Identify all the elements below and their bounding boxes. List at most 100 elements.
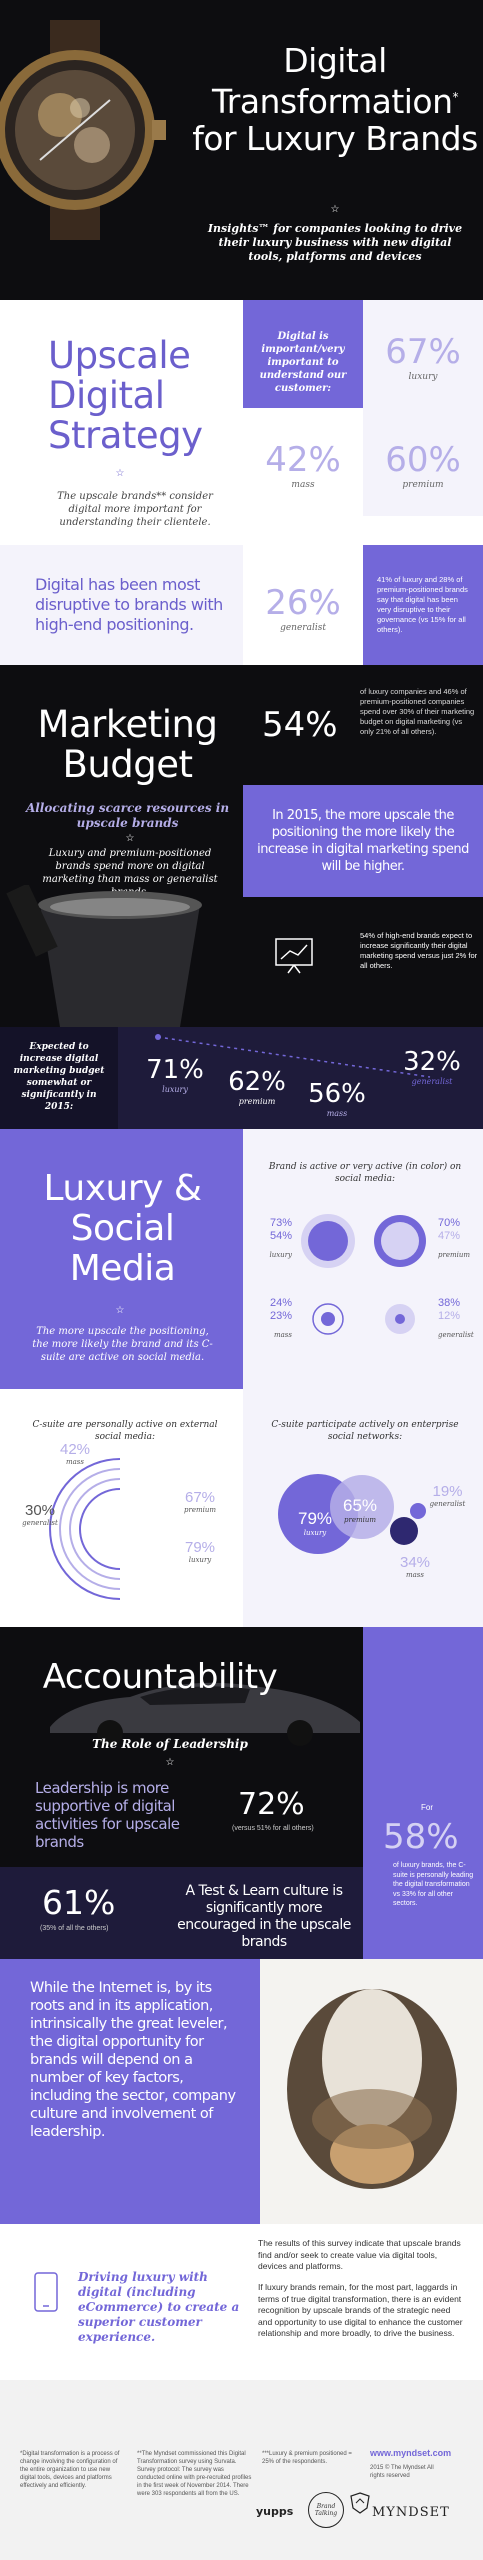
cs-gen-label: generalist	[22, 1519, 58, 1527]
hero-subtitle: Insights™ for companies looking to drive…	[207, 222, 463, 263]
hero-title: Digital Transformation	[211, 41, 453, 121]
support-text: Leadership is more supportive of digital…	[35, 1779, 180, 1851]
accountability-section: Accountability The Role of Leadership ☆ …	[0, 1627, 483, 1959]
mass-pct: 42%	[265, 440, 341, 480]
mass-bubbles	[312, 1303, 344, 1335]
enterprise-label: C-suite participate actively on enterpri…	[271, 1420, 459, 1442]
csuite-label: C-suite are personally active on externa…	[32, 1420, 218, 1442]
pct58: 58%	[383, 1817, 459, 1857]
upscale-heading: Upscale Digital Strategy	[48, 334, 203, 457]
closing-section: While the Internet is, by its roots and …	[0, 1959, 483, 2224]
exp-generalist-label: generalist	[411, 1077, 453, 1086]
expect-label: Expected to increase digital marketing b…	[13, 1042, 105, 1112]
star-icon: ☆	[125, 833, 135, 844]
brand-talking-logo: Brand Talking	[308, 2492, 344, 2528]
exp-mass-pct: 56%	[308, 1079, 366, 1109]
csuite-section: C-suite are personally active on externa…	[0, 1389, 483, 1627]
soc-lux-b: 54%	[269, 1230, 292, 1242]
social-heading: Luxury & Social Media	[43, 1168, 202, 1289]
luxury-label: luxury	[408, 372, 438, 382]
disruptive-text: Digital has been most disruptive to bran…	[35, 575, 223, 634]
for-label: For	[421, 1803, 433, 1812]
hero-title-2: for Luxury Brands	[192, 119, 478, 158]
star-icon: ☆	[330, 204, 340, 215]
cs-lux-label: luxury	[188, 1556, 212, 1564]
soc-mass-a: 24%	[269, 1297, 292, 1309]
marketing-heading: Marketing Budget	[37, 703, 218, 786]
pct58-box: For 58% of luxury brands, the C-suite is…	[363, 1627, 483, 1959]
cs-gen-pct: 30%	[24, 1502, 56, 1519]
growth-note: 54% of high-end brands expect to increas…	[360, 931, 478, 970]
star-icon: ☆	[115, 468, 125, 479]
soc-gen-c: 38%	[438, 1297, 461, 1309]
expect-trend-line	[155, 1034, 431, 1078]
soc-prem-d: 47%	[438, 1230, 461, 1242]
watch-image	[0, 20, 170, 240]
en-lux-label: luxury	[303, 1529, 327, 1537]
statement-box: In 2015, the more upscale the positionin…	[243, 785, 483, 897]
results-text-2: If luxury brands remain, for the most pa…	[258, 2282, 463, 2338]
social-note: The more upscale the positioning, the mo…	[32, 1326, 213, 1363]
testlearn-text: A Test & Learn culture is significantly …	[177, 1883, 351, 1950]
premium-pct: 60%	[385, 440, 461, 480]
footnote-2: **The Myndset commissioned this Digital …	[137, 2451, 252, 2497]
footnote-1: *Digital transformation is a process of …	[20, 2451, 120, 2489]
closing-text: While the Internet is, by its roots and …	[30, 1980, 236, 2140]
champagne-bucket-image	[0, 883, 240, 1027]
en-gen-pct: 19%	[432, 1483, 463, 1500]
statement-text: In 2015, the more upscale the positionin…	[257, 808, 469, 874]
exp-mass-label: mass	[326, 1109, 348, 1118]
expect-label-box: Expected to increase digital marketing b…	[0, 1027, 118, 1129]
enterprise-bubbles	[278, 1474, 426, 1554]
car-image	[40, 1667, 370, 1747]
soc-lux-a: 73%	[269, 1217, 292, 1229]
generalist-bubbles	[385, 1304, 415, 1334]
myndset-logo: MYNDSET	[372, 2505, 450, 2520]
hero-title-sup: *	[452, 90, 459, 104]
social-heading-box: Luxury & Social Media ☆ The more upscale…	[0, 1129, 243, 1389]
drive-section: Driving luxury with digital (including e…	[0, 2224, 483, 2380]
exp-premium-label: premium	[238, 1097, 276, 1106]
soc-gen-d: 12%	[438, 1310, 461, 1322]
mass-label: mass	[291, 480, 315, 490]
pct54: 54%	[262, 705, 338, 745]
en-gen-label: generalist	[429, 1500, 466, 1508]
luxury-bubbles	[301, 1214, 355, 1268]
en-prem-label: premium	[344, 1516, 376, 1524]
marketing-sub: Allocating scarce resources in upscale b…	[25, 801, 230, 830]
soc-lux-label: luxury	[269, 1251, 292, 1259]
social-section: Luxury & Social Media ☆ The more upscale…	[0, 1129, 483, 1389]
website-link[interactable]: www.myndset.com	[370, 2448, 452, 2458]
important-box: Digital is important/very important to u…	[243, 300, 363, 408]
results-text: The results of this survey indicate that…	[258, 2238, 461, 2271]
exp-generalist-pct: 32%	[403, 1047, 461, 1077]
star-icon: ☆	[165, 1757, 175, 1768]
exp-luxury-pct: 71%	[146, 1055, 204, 1085]
account-heading: Accountability	[42, 1657, 278, 1697]
testlearn-box: 61% (35% of all the others) A Test & Lea…	[0, 1867, 363, 1959]
hero-section: Digital Transformation* for Luxury Brand…	[0, 0, 483, 300]
en-mass-label: mass	[406, 1571, 424, 1579]
pct54-note: of luxury companies and 46% of premium-p…	[360, 687, 475, 736]
important-label: Digital is important/very important to u…	[259, 331, 347, 394]
pct72: 72%	[238, 1787, 305, 1822]
account-sub: The Role of Leadership	[92, 1737, 248, 1751]
cs-mass-pct: 42%	[59, 1441, 91, 1458]
upscale-section: Upscale Digital Strategy ☆ The upscale b…	[0, 300, 483, 545]
pct58-note: of luxury brands, the C-suite is persona…	[393, 1862, 474, 1907]
premium-label: premium	[402, 480, 444, 490]
drive-text: Driving luxury with digital (including e…	[78, 2270, 240, 2344]
soc-prem-c: 70%	[438, 1217, 461, 1229]
en-lux-pct: 79%	[297, 1509, 333, 1528]
premium-bubbles	[374, 1215, 426, 1267]
cs-lux-pct: 79%	[184, 1539, 216, 1556]
luxury-pct: 67%	[385, 332, 461, 372]
csuite-arc-chart	[49, 1458, 121, 1600]
footer-section: *Digital transformation is a process of …	[0, 2380, 483, 2560]
governance-note: 41% of luxury and 28% of premium-positio…	[377, 575, 468, 634]
brand-talking-text: Brand Talking	[314, 2503, 338, 2517]
active-label: Brand is active or very active (in color…	[268, 1162, 462, 1184]
soc-mass-label: mass	[274, 1331, 292, 1339]
copyright: 2015 © The Myndset All rights reserved	[370, 2465, 434, 2479]
yupps-logo: yupps	[256, 2505, 294, 2518]
